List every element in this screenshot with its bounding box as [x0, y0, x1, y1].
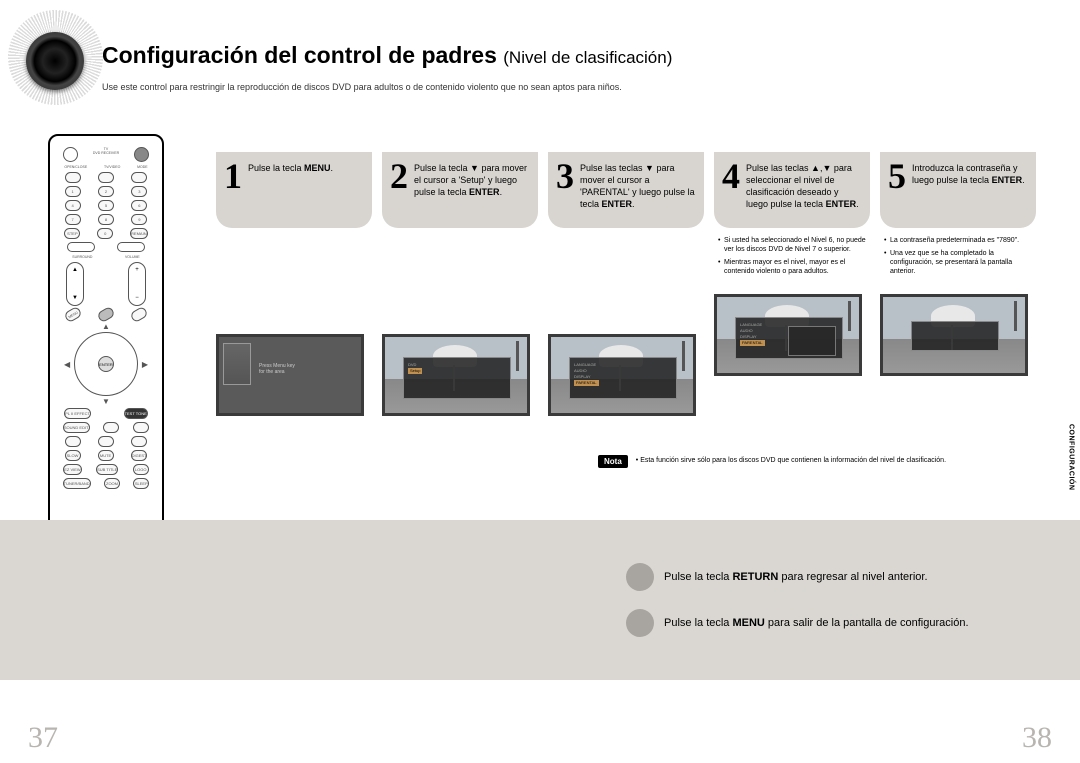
page-number-right: 38	[1022, 721, 1052, 755]
step-5-notes: La contraseña predeterminada es "7890". …	[880, 236, 1036, 276]
step-2: 2 Pulse la tecla ▼ para mover el cursor …	[382, 152, 538, 416]
title-main: Configuración del control de padres	[102, 42, 497, 68]
note-item: Mientras mayor es el nivel, mayor es el …	[718, 258, 866, 276]
screenshot-4: LANGUAGEAUDIODISPLAYPARENTAL	[714, 294, 862, 376]
bullet-icon	[626, 609, 654, 637]
step-1: 1 Pulse la tecla MENU. Press Menu keyfor…	[216, 152, 372, 416]
header-graphic	[8, 10, 103, 105]
step-text: Pulse las teclas ▲,▼ para seleccionar el…	[746, 158, 862, 211]
note-badge: Nota	[598, 455, 628, 468]
step-number: 4	[722, 158, 740, 194]
manual-spread: Configuración del control de padres (Niv…	[0, 0, 1080, 763]
step-text: Pulse la tecla ▼ para mover el cursor a …	[414, 158, 530, 198]
step-3: 3 Pulse las teclas ▼ para mover el curso…	[548, 152, 704, 416]
step-number: 5	[888, 158, 906, 194]
step-4-notes: Si usted ha seleccionado el Nivel 6, no …	[714, 236, 870, 276]
step-text: Introduzca la contraseña y luego pulse l…	[912, 158, 1028, 186]
step-text: Pulse las teclas ▼ para mover el cursor …	[580, 158, 696, 211]
note-text: Esta función sirve sólo para los discos …	[636, 455, 946, 465]
note-item: Una vez que se ha completado la configur…	[884, 249, 1032, 276]
intro-text: Use este control para restringir la repr…	[102, 82, 622, 94]
step-text: Pulse la tecla MENU.	[248, 158, 333, 174]
screenshot-2: DVDSetup	[382, 334, 530, 416]
step-4: 4 Pulse las teclas ▲,▼ para seleccionar …	[714, 152, 870, 416]
screenshot-5	[880, 294, 1028, 376]
screenshot-1: Press Menu keyfor the area	[216, 334, 364, 416]
step-5: 5 Introduzca la contraseña y luego pulse…	[880, 152, 1036, 416]
note-item: Si usted ha seleccionado el Nivel 6, no …	[718, 236, 866, 254]
screenshot-3: LANGUAGEAUDIODISPLAYPARENTAL	[548, 334, 696, 416]
footer-text: Pulse la tecla MENU para salir de la pan…	[664, 617, 969, 629]
page-number-left: 37	[28, 721, 58, 755]
step-number: 1	[224, 158, 242, 194]
bullet-icon	[626, 563, 654, 591]
step-number: 3	[556, 158, 574, 194]
footer-text: Pulse la tecla RETURN para regresar al n…	[664, 571, 928, 583]
side-tab: CONFIGURACIÓN	[1062, 412, 1080, 502]
page-title: Configuración del control de padres (Niv…	[102, 42, 672, 69]
step-number: 2	[390, 158, 408, 194]
footer-row-menu: Pulse la tecla MENU para salir de la pan…	[626, 609, 1080, 637]
note-item: La contraseña predeterminada es "7890".	[884, 236, 1032, 245]
footer-row-return: Pulse la tecla RETURN para regresar al n…	[626, 563, 1080, 591]
title-sub: (Nivel de clasificación)	[503, 48, 672, 67]
steps-container: 1 Pulse la tecla MENU. Press Menu keyfor…	[216, 152, 1036, 416]
footnote-row: Nota Esta función sirve sólo para los di…	[598, 455, 1038, 468]
footer-band: Pulse la tecla RETURN para regresar al n…	[0, 520, 1080, 680]
